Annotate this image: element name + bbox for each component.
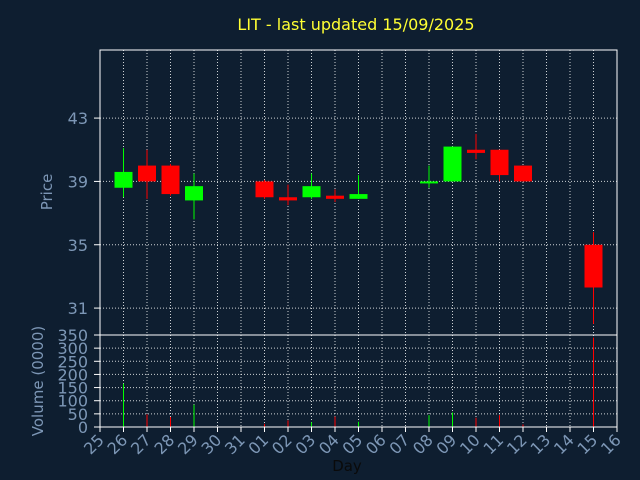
volume-frame bbox=[99, 334, 618, 428]
candle-body bbox=[490, 149, 509, 176]
candle-body bbox=[443, 146, 462, 182]
volume-tick-label: 0 bbox=[78, 418, 88, 437]
candle-body bbox=[279, 197, 297, 201]
candle-body bbox=[467, 149, 485, 153]
price-tick-label: 35 bbox=[68, 236, 88, 255]
candle-body bbox=[514, 165, 532, 182]
volume-tick-label: 100 bbox=[57, 392, 88, 411]
chart-title: LIT - last updated 15/09/2025 bbox=[237, 15, 474, 34]
volume-tick-label: 50 bbox=[68, 405, 88, 424]
candle-body bbox=[138, 165, 156, 182]
volume-tick-label: 300 bbox=[57, 339, 88, 358]
candle-body bbox=[302, 186, 321, 198]
candle-body bbox=[326, 195, 344, 199]
candle-body bbox=[420, 181, 438, 184]
price-tick-label: 43 bbox=[68, 109, 88, 128]
candle-body bbox=[114, 171, 133, 188]
volume-tick-label: 200 bbox=[57, 365, 88, 384]
candle-body bbox=[349, 194, 368, 199]
volume-tick-label: 150 bbox=[57, 379, 88, 398]
candle-body bbox=[185, 186, 203, 201]
volume-tick-label: 250 bbox=[57, 352, 88, 371]
x-axis-label: Day bbox=[332, 457, 362, 475]
price-axis-label: Price bbox=[38, 174, 56, 211]
volume-axis-label: Volume (0000) bbox=[29, 326, 47, 436]
volume-panel: 0501001502002503003502526272829303101020… bbox=[57, 326, 624, 458]
candle-body bbox=[161, 165, 180, 195]
price-tick-label: 31 bbox=[68, 299, 88, 318]
price-panel: 31 35 39 43 bbox=[68, 49, 618, 336]
candle-body bbox=[255, 181, 274, 198]
volume-tick-label: 350 bbox=[57, 326, 88, 345]
x-tick-label: 16 bbox=[597, 430, 625, 458]
candle-body bbox=[584, 244, 603, 288]
price-tick-label: 39 bbox=[68, 172, 88, 191]
